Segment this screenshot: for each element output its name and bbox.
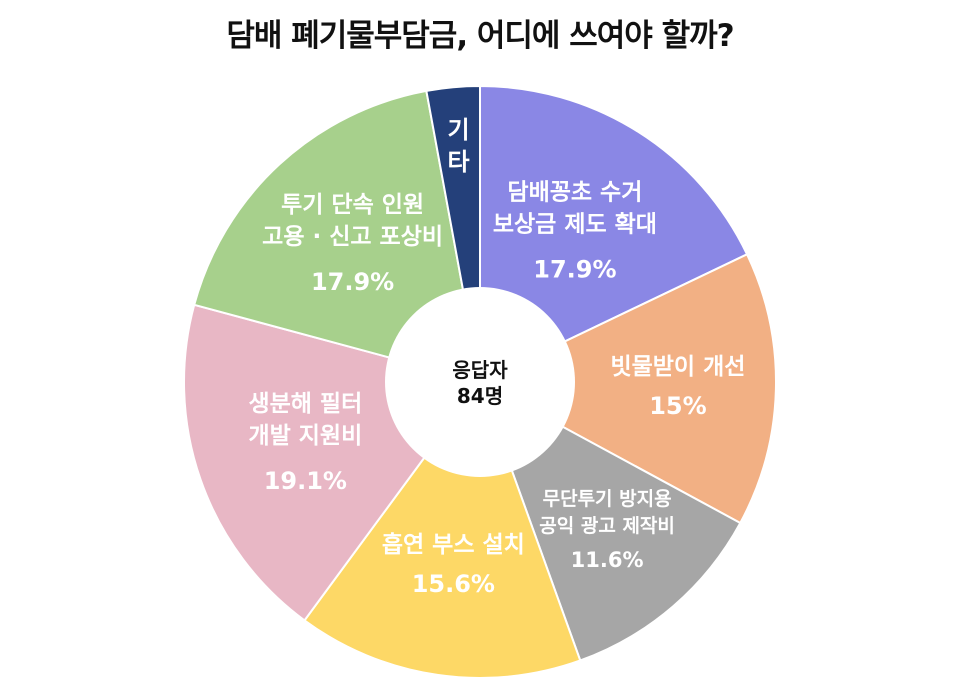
slice-category-label: 기 (447, 116, 469, 144)
pie-slice (303, 379, 582, 679)
pie-slice (193, 89, 482, 384)
slice-label-group: 기타 (447, 116, 469, 176)
chart-title: 담배 폐기물부담금, 어디에 쓰여야 할까? (226, 18, 734, 54)
slice-category-label: 공익 광고 제작비 (539, 515, 675, 537)
slice-value-label: 17.9% (533, 255, 616, 283)
pie-slice (479, 84, 749, 384)
slice-value-label: 15% (649, 392, 706, 420)
slice-value-label: 11.6% (571, 548, 644, 572)
donut-hole (385, 287, 575, 477)
slice-category-label: 보상금 제도 확대 (493, 211, 657, 237)
slice-label-group: 빗물받이 개선 15% (610, 354, 745, 420)
slice-label-group: 흡연 부스 설치 15.6% (382, 532, 525, 598)
slice-value-label: 15.6% (412, 570, 495, 598)
pie-slice (477, 252, 777, 525)
slice-category-label: 고용 · 신고 포상비 (262, 224, 443, 250)
center-label: 84명 (457, 384, 503, 408)
slice-value-label: 17.9% (311, 268, 394, 296)
center-label: 응답자 (452, 358, 508, 382)
slice-category-label: 투기 단속 인원 (281, 192, 424, 218)
slice-category-label: 흡연 부스 설치 (382, 532, 525, 558)
slice-category-label: 담배꽁초 수거 (507, 179, 642, 205)
slice-category-label: 타 (447, 148, 469, 176)
slice-category-label: 무단투기 방지용 (543, 488, 672, 510)
pie-slice (478, 379, 742, 662)
slice-category-label: 개발 지원비 (248, 423, 362, 449)
slice-value-label: 19.1% (264, 467, 347, 495)
slice-category-label: 빗물받이 개선 (610, 354, 745, 380)
slice-category-label: 생분해 필터 (248, 391, 362, 417)
